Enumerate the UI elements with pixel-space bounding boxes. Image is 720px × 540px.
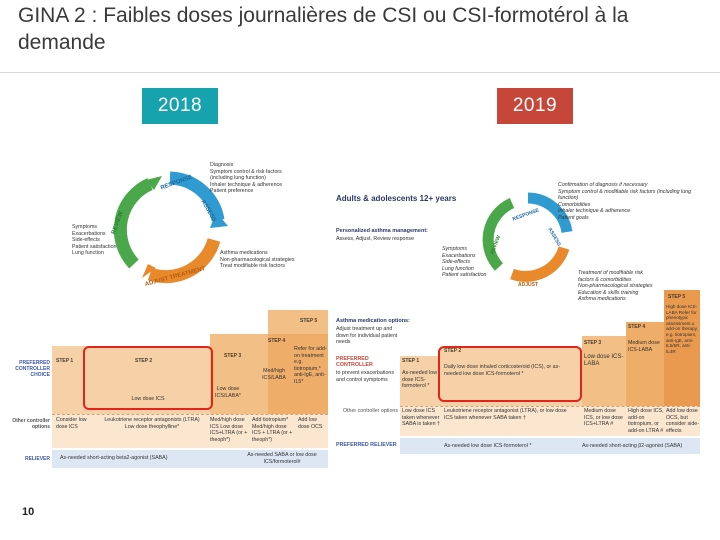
- assess-item: Symptom control & risk factors: [210, 168, 282, 175]
- assess-adjust-review-cycle-2018: [113, 171, 228, 284]
- step-2-2018: STEP 2: [135, 358, 153, 364]
- review-item: Lung function: [72, 250, 104, 256]
- step-5-2018: STEP 5: [300, 318, 318, 324]
- adjust-item: Education & skills training: [578, 289, 639, 296]
- step5-preferred-2018: Refer for add-on treatment e.g. tiotropi…: [294, 346, 327, 385]
- adjust-item: Asthma medications: [578, 296, 626, 302]
- assess-item: Symptom control & modifiable risk factor…: [558, 188, 692, 202]
- assess-adjust-review-cycle-2019: [482, 192, 573, 282]
- reliever-saba-2018: As-needed short-acting beta2-agonist (SA…: [60, 455, 168, 461]
- assess-items-2018: Diagnosis Symptom control & risk factors…: [210, 162, 325, 195]
- step-1-2019: STEP 1: [402, 358, 420, 364]
- management-title-2019: Personalized asthma management:: [336, 228, 429, 234]
- reliever-alt-2018: As-needed SABA or low dose ICS/formotero…: [247, 452, 317, 465]
- adjust-item: Treat modifiable risk factors: [220, 263, 285, 269]
- assess-item: Inhaler technique & adherence: [558, 208, 631, 214]
- adjust-item: Non-pharmacological strategies: [220, 256, 295, 263]
- assess-item: Inhaler technique & adherence: [210, 181, 283, 188]
- highlight-step2-2019: [438, 346, 582, 402]
- review-item: Side-effects: [442, 259, 470, 265]
- step2-other-2019: Leukotriene receptor antagonist (LTRA), …: [444, 408, 567, 421]
- step4-other-2019: High dose ICS, add-on tiotropium, or add…: [628, 408, 664, 434]
- management-sub-2019: Assess, Adjust, Review response: [336, 236, 415, 242]
- step-4-2018: STEP 4: [268, 338, 286, 344]
- gina-2019-figure: Adults & adolescents 12+ years Personali…: [332, 158, 700, 480]
- gina-2018-figure: RESPONSE ASSESS REVIEW ADJUST TREATMENT …: [10, 150, 328, 476]
- step-2-2019: STEP 2: [444, 348, 462, 354]
- adjust-item: Asthma medications: [220, 250, 268, 256]
- step4-preferred-2019: Medium dose ICS-LABA: [628, 340, 660, 353]
- adjust-items-2019: Treatment of modifiable risk factors & c…: [578, 270, 658, 303]
- review-items-2019: Symptoms Exacerbations Side-effects Lung…: [442, 246, 492, 279]
- preferred-reliever-label-2019: PREFERRED RELIEVER: [336, 442, 397, 448]
- step1-other-2019: Low dose ICS taken whenever SABA is take…: [402, 408, 440, 427]
- review-item: Lung function: [442, 265, 474, 272]
- assess-items-2019: Confirmation of diagnosis if necessary S…: [558, 182, 698, 221]
- review-item: Patient satisfaction: [442, 272, 487, 278]
- assess-item: Patient goals: [558, 214, 589, 221]
- step-5-2019: STEP 5: [668, 294, 686, 300]
- step3-preferred-2019: Low dose ICS-LABA: [584, 354, 624, 367]
- assess-item: Comorbidities: [558, 201, 591, 208]
- assess-item: (including lung function): [210, 175, 266, 181]
- step5-other-2018: Add low dose OCS: [298, 417, 323, 430]
- step-3-2019: STEP 3: [584, 340, 602, 346]
- adjust-item: Treatment of modifiable risk factors & c…: [578, 270, 643, 283]
- year-badge-2019: 2019: [497, 88, 573, 124]
- reliever-ics-formoterol-2019: As-needed low dose ICS-formoterol *: [444, 443, 532, 449]
- step-4-2019: STEP 4: [628, 324, 646, 330]
- reliever-saba-2019: As-needed short-acting β2-agonist (SABA): [582, 443, 683, 449]
- adjust-item: Non-pharmacological strategies: [578, 283, 653, 289]
- adjust-items-2018: Asthma medications Non-pharmacological s…: [220, 250, 328, 270]
- step4-other-2018: Add tiotropium* Med/high dose ICS + LTRA…: [252, 417, 293, 443]
- preferred-controller-sub-2019: to prevent exacerbations and control sym…: [336, 370, 395, 383]
- other-controller-label-2019: Other controller options: [342, 408, 398, 414]
- options-sub-2019: Adjust treatment up and down for individ…: [336, 326, 398, 345]
- step4-preferred-2018: Med/high ICS/LABA: [262, 368, 286, 381]
- assess-item: Diagnosis: [210, 162, 234, 168]
- step-1-2018: STEP 1: [56, 358, 74, 364]
- review-item: Symptoms: [72, 224, 98, 230]
- year-badge-2018: 2018: [142, 88, 218, 124]
- population-header-2019: Adults & adolescents 12+ years: [336, 194, 457, 203]
- step3-other-2019: Medium dose ICS, or low dose ICS+LTRA #: [584, 408, 623, 427]
- review-item: Exacerbations: [442, 252, 476, 259]
- step2-other-2018: Leukotriene receptor antagonists (LTRA) …: [104, 417, 200, 430]
- step2-preferred-2019: Daily low dose inhaled corticosteroid (I…: [444, 364, 560, 377]
- step1-other-2018: Consider low dose ICS: [56, 417, 87, 430]
- step-3-2018: STEP 3: [224, 353, 242, 359]
- step3-other-2018: Med/high dose ICS Low dose ICS+LTRA (or …: [210, 417, 248, 443]
- highlight-step2-2018: [83, 346, 213, 410]
- review-item: Patient satisfaction: [72, 243, 117, 250]
- preferred-controller-label-2019: PREFERRED CONTROLLER: [336, 356, 373, 368]
- review-item: Exacerbations: [72, 230, 106, 237]
- cycle-adjust-label-2019: ADJUST: [518, 282, 539, 288]
- options-title-2019: Asthma medication options:: [336, 318, 410, 324]
- step2-preferred-2018: Low dose ICS: [131, 396, 165, 402]
- step1-preferred-2019: As-needed low dose ICS-formoterol *: [402, 370, 438, 389]
- slide-title: GINA 2 : Faibles doses journalières de C…: [18, 4, 629, 54]
- step5-preferred-2019: High dose ICS-LABA Refer for phenotypic …: [666, 304, 698, 354]
- review-item: Symptoms: [442, 246, 468, 252]
- assess-item: Confirmation of diagnosis if necessary: [558, 182, 648, 188]
- page-number: 10: [22, 506, 35, 518]
- review-items-2018: Symptoms Exacerbations Side-effects Pati…: [72, 224, 132, 257]
- other-controller-label-2018: Other controller options: [12, 418, 50, 430]
- step5-other-2019: Add low dose OCS, but consider side-effe…: [666, 408, 699, 434]
- review-item: Side-effects: [72, 237, 100, 243]
- assess-item: Patient preference: [210, 188, 254, 194]
- title-divider: [0, 72, 720, 73]
- preferred-controller-label-2018: PREFERRED CONTROLLER CHOICE: [15, 360, 50, 378]
- step3-preferred-2018: Low dose ICS/LABA*: [215, 386, 241, 399]
- reliever-label-2018: RELIEVER: [24, 456, 50, 462]
